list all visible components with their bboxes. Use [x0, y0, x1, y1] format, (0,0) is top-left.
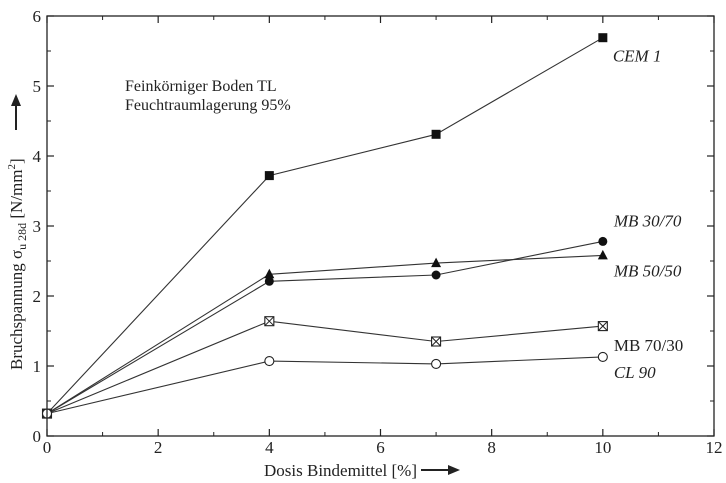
- series-mb-30-70: MB 30/70: [42, 211, 682, 419]
- series-label-mb-50-50: MB 50/50: [613, 261, 682, 280]
- series-line: [46, 240, 603, 415]
- data-point: [597, 321, 608, 332]
- x-tick-label: 2: [154, 438, 163, 457]
- series-line: [46, 320, 603, 415]
- data-point: [431, 270, 441, 280]
- svg-text:Bruchspannung σu 28d [N/mm2]: Bruchspannung σu 28d [N/mm2]: [6, 158, 29, 370]
- series-label-mb-70-30: MB 70/30: [614, 336, 683, 355]
- series-label-mb-30-70: MB 30/70: [613, 211, 682, 230]
- x-tick-label: 10: [594, 438, 611, 457]
- series-label-cem-1: CEM 1: [613, 47, 662, 66]
- y-axis-label-unit-close: ]: [7, 158, 26, 164]
- y-tick-label: 0: [33, 427, 42, 446]
- y-axis-label-prefix: Bruchspannung σ: [7, 250, 26, 370]
- y-axis-label-subscript: u 28d: [15, 223, 29, 250]
- x-axis-arrow: [421, 465, 460, 475]
- x-tick-label: 8: [487, 438, 496, 457]
- data-point: [597, 249, 608, 260]
- x-tick-label: 6: [376, 438, 385, 457]
- series-label-cl-90: CL 90: [614, 363, 656, 382]
- series-line: [46, 37, 604, 414]
- data-point: [264, 316, 275, 327]
- data-point: [264, 171, 274, 181]
- annotation-line-2: Feuchtraumlagerung 95%: [125, 97, 291, 114]
- series-layer: CEM 1 MB 30/70 MB 50/50 MB 70/30 CL 90: [41, 33, 683, 419]
- data-point: [264, 276, 274, 286]
- data-point: [264, 356, 275, 367]
- data-point: [598, 33, 608, 43]
- data-point: [431, 129, 441, 139]
- x-tick-label: 0: [43, 438, 52, 457]
- y-tick-label: 6: [33, 7, 42, 26]
- y-tick-label: 2: [33, 287, 42, 306]
- series-mb-50-50: MB 50/50: [42, 249, 682, 418]
- y-axis-label-unit: [N/mm: [7, 170, 26, 219]
- data-point: [431, 358, 442, 369]
- y-axis-label-unit-sup: 2: [6, 164, 18, 170]
- y-axis-label: Bruchspannung σu 28d [N/mm2]: [6, 158, 29, 370]
- data-point: [598, 236, 608, 246]
- x-tick-label: 12: [706, 438, 723, 457]
- x-axis-label: Dosis Bindemittel [%]: [264, 461, 417, 480]
- data-point: [431, 257, 442, 268]
- y-tick-label: 3: [33, 217, 42, 236]
- data-point: [431, 336, 442, 347]
- y-axis-arrow: [11, 94, 21, 130]
- y-tick-label: 4: [33, 147, 42, 166]
- series-cl-90: CL 90: [41, 351, 656, 419]
- x-tick-label: 4: [265, 438, 274, 457]
- series-line: [46, 356, 603, 415]
- annotation-line-1: Feinkörniger Boden TL: [125, 78, 277, 95]
- series-mb-70-30: MB 70/30: [41, 316, 683, 419]
- y-tick-label: 1: [33, 357, 42, 376]
- series-line: [46, 254, 603, 415]
- y-tick-label: 5: [33, 77, 42, 96]
- data-point: [264, 268, 275, 279]
- data-point: [597, 351, 608, 362]
